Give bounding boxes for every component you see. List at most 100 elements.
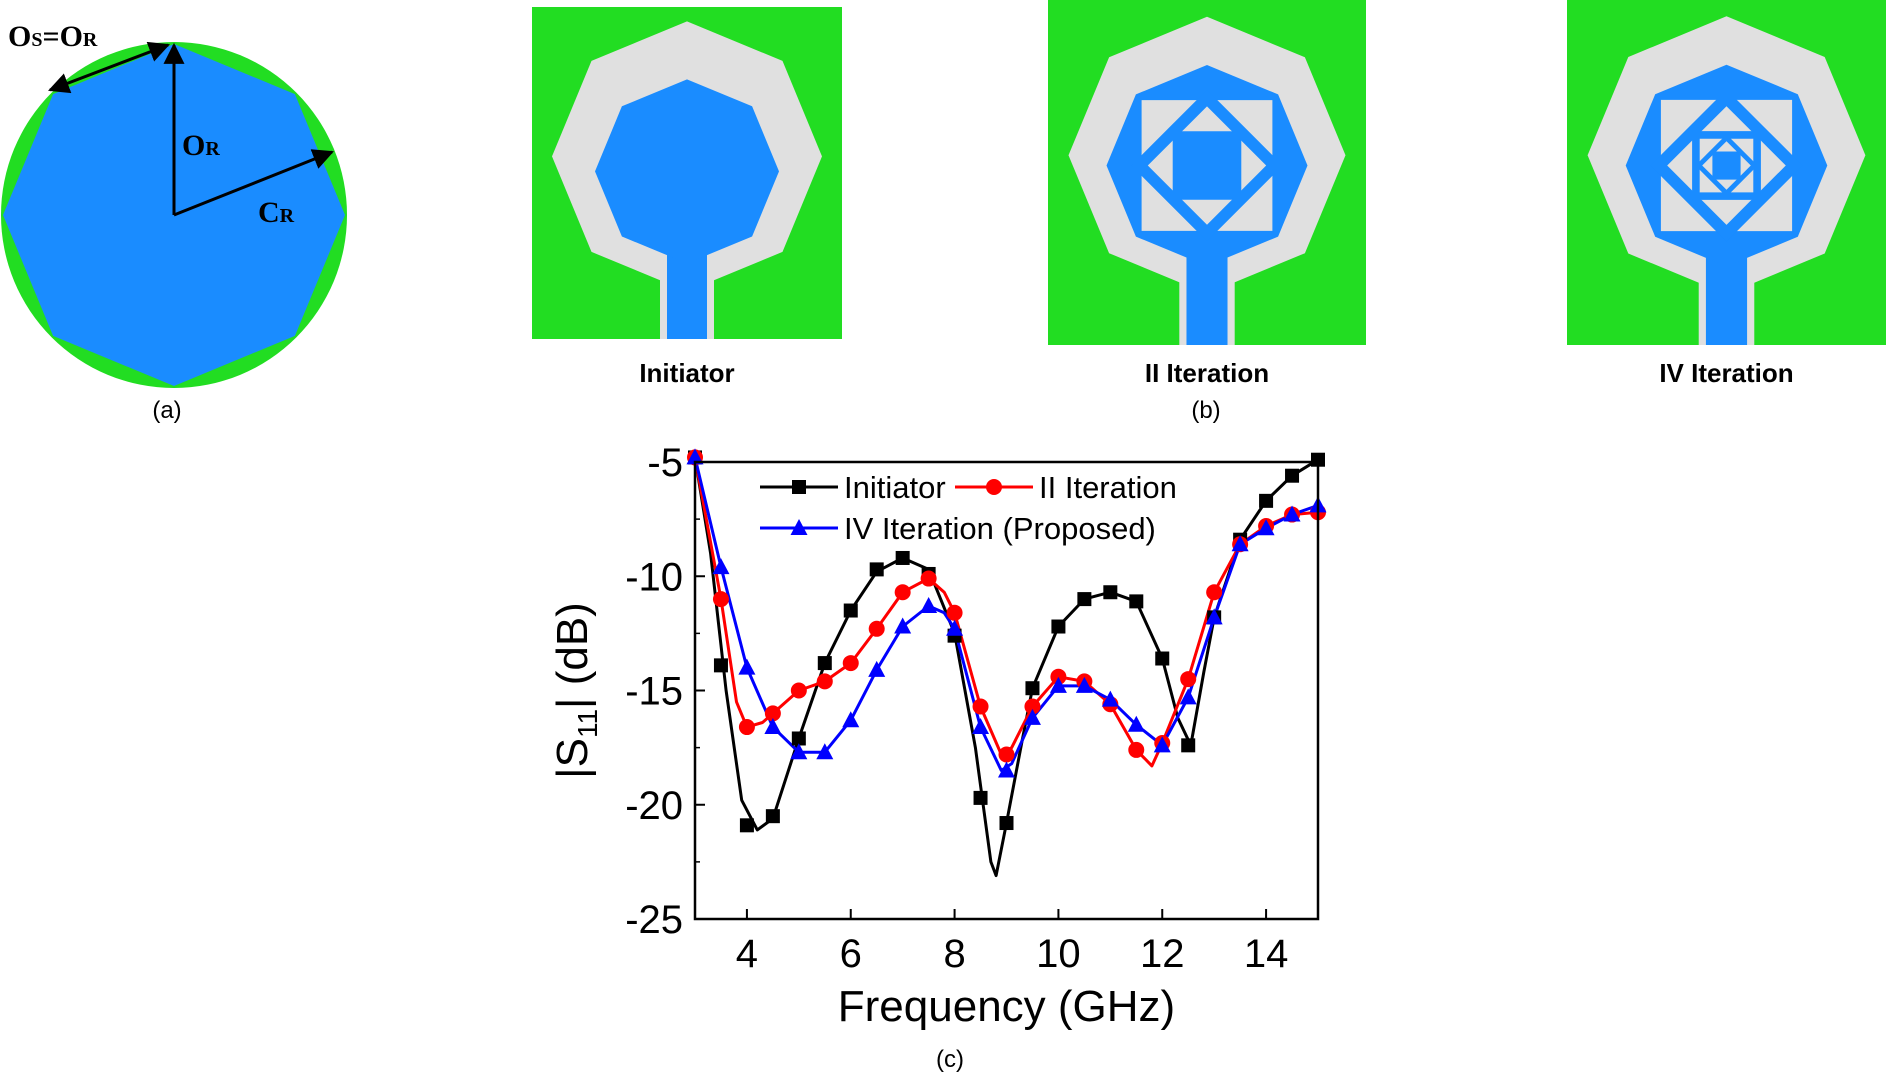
y-tick-label: -5: [647, 441, 683, 485]
antenna-label-2: IV Iteration: [1659, 358, 1793, 388]
x-tick-label: 12: [1140, 932, 1185, 976]
data-point-2: [920, 596, 938, 613]
s11-chart: 4 6 8 10 12 14 -5 -10 -15 -20 -25 Initiator II Iter…: [548, 441, 1327, 1031]
antenna-1: II Iteration: [1048, 0, 1366, 388]
data-point-1: [1128, 741, 1145, 758]
caption-c: (c): [936, 1046, 964, 1073]
data-point-0: [1077, 592, 1092, 607]
data-point-1: [868, 620, 885, 637]
data-point-2: [1153, 736, 1171, 753]
data-point-2: [1023, 708, 1041, 725]
data-point-2: [816, 743, 834, 760]
data-point-0: [713, 658, 728, 673]
fractal-patch-3: [1712, 151, 1741, 180]
data-point-2: [764, 718, 782, 735]
data-point-2: [1075, 676, 1093, 693]
data-point-0: [1285, 468, 1300, 483]
data-point-0: [739, 818, 754, 833]
y-tick-label: -15: [625, 670, 683, 714]
antenna-2: IV Iteration: [1567, 0, 1886, 388]
data-point-1: [816, 673, 833, 690]
series-line-2: [693, 457, 1319, 772]
label-or: OR: [182, 129, 220, 162]
data-point-0: [1155, 651, 1170, 666]
data-point-2: [790, 743, 808, 760]
data-point-1: [1050, 668, 1067, 685]
x-tick-label: 14: [1244, 932, 1289, 976]
data-point-0: [999, 816, 1014, 831]
data-point-0: [895, 550, 910, 565]
side-length-arrow: [48, 41, 170, 94]
data-point-2: [972, 718, 990, 735]
data-point-0: [817, 656, 832, 671]
caption-b: (b): [1191, 397, 1220, 424]
data-point-2: [1231, 535, 1249, 552]
data-point-1: [920, 570, 937, 587]
data-point-2: [894, 617, 912, 634]
data-point-0: [973, 790, 988, 805]
y-tick-label: -25: [625, 898, 683, 942]
antenna-0: Initiator: [532, 7, 842, 388]
antenna-label-1: II Iteration: [1145, 358, 1269, 388]
data-point-1: [998, 746, 1015, 763]
data-point-1: [894, 584, 911, 601]
data-point-1: [1024, 698, 1041, 715]
legend-label: II Iteration: [1039, 470, 1177, 505]
data-point-1: [1206, 584, 1223, 601]
data-point-0: [765, 809, 780, 824]
data-point-1: [946, 604, 963, 621]
chart-legend: Initiator II Iteration IV Iteration (Propo…: [760, 470, 1177, 546]
x-tick-label: 4: [736, 932, 758, 976]
data-point-0: [1051, 619, 1066, 634]
label-cr: CR: [258, 196, 295, 229]
data-point-0: [1025, 681, 1040, 696]
data-point-1: [972, 698, 989, 715]
radiating-patch: [595, 79, 779, 264]
fractal-patch-1: [1172, 131, 1242, 200]
data-point-1: [738, 719, 755, 736]
legend-label: IV Iteration (Proposed): [844, 511, 1156, 546]
data-point-0: [1103, 585, 1118, 600]
data-point-1: [1180, 671, 1197, 688]
data-point-2: [1101, 690, 1119, 707]
antenna-label-0: Initiator: [639, 358, 734, 388]
data-point-0: [1259, 493, 1274, 508]
circle-radius-arrow: [173, 149, 334, 217]
data-point-2: [842, 711, 860, 728]
panel-a-geometry: OS=OR OR CR (a): [1, 20, 347, 424]
data-point-1: [790, 682, 807, 699]
y-tick-label: -20: [625, 784, 683, 828]
chart-series-markers: [686, 448, 1327, 833]
data-point-2: [712, 558, 730, 575]
data-point-0: [1129, 594, 1144, 609]
data-point-2: [1127, 715, 1145, 732]
panel-b-antennas: Initiator II Iteration IV Iteration: [532, 0, 1886, 388]
label-os-eq-or: OS=OR: [8, 20, 98, 53]
data-point-2: [1205, 608, 1223, 625]
data-point-2: [1049, 676, 1067, 693]
legend-marker: [986, 479, 1002, 495]
x-tick-label: 8: [943, 932, 965, 976]
data-point-1: [712, 591, 729, 608]
axis-ticks: 4 6 8 10 12 14 -5 -10 -15 -20 -25: [625, 441, 1288, 976]
series-line-0: [693, 457, 1319, 878]
legend-label: Initiator: [844, 470, 946, 505]
data-point-0: [843, 603, 858, 618]
series-line-1: [693, 457, 1319, 768]
data-point-0: [791, 731, 806, 746]
legend-marker: [792, 480, 806, 494]
data-point-1: [842, 655, 859, 672]
data-point-2: [738, 658, 756, 675]
caption-a: (a): [152, 397, 181, 424]
data-point-2: [1179, 688, 1197, 705]
legend-marker: [790, 519, 808, 535]
x-tick-label: 6: [840, 932, 862, 976]
data-point-2: [686, 448, 704, 465]
y-tick-label: -10: [625, 555, 683, 599]
data-point-1: [764, 705, 781, 722]
x-tick-label: 10: [1036, 932, 1081, 976]
data-point-2: [868, 660, 886, 677]
data-point-2: [1257, 519, 1275, 536]
x-axis-label: Frequency (GHz): [838, 982, 1175, 1031]
